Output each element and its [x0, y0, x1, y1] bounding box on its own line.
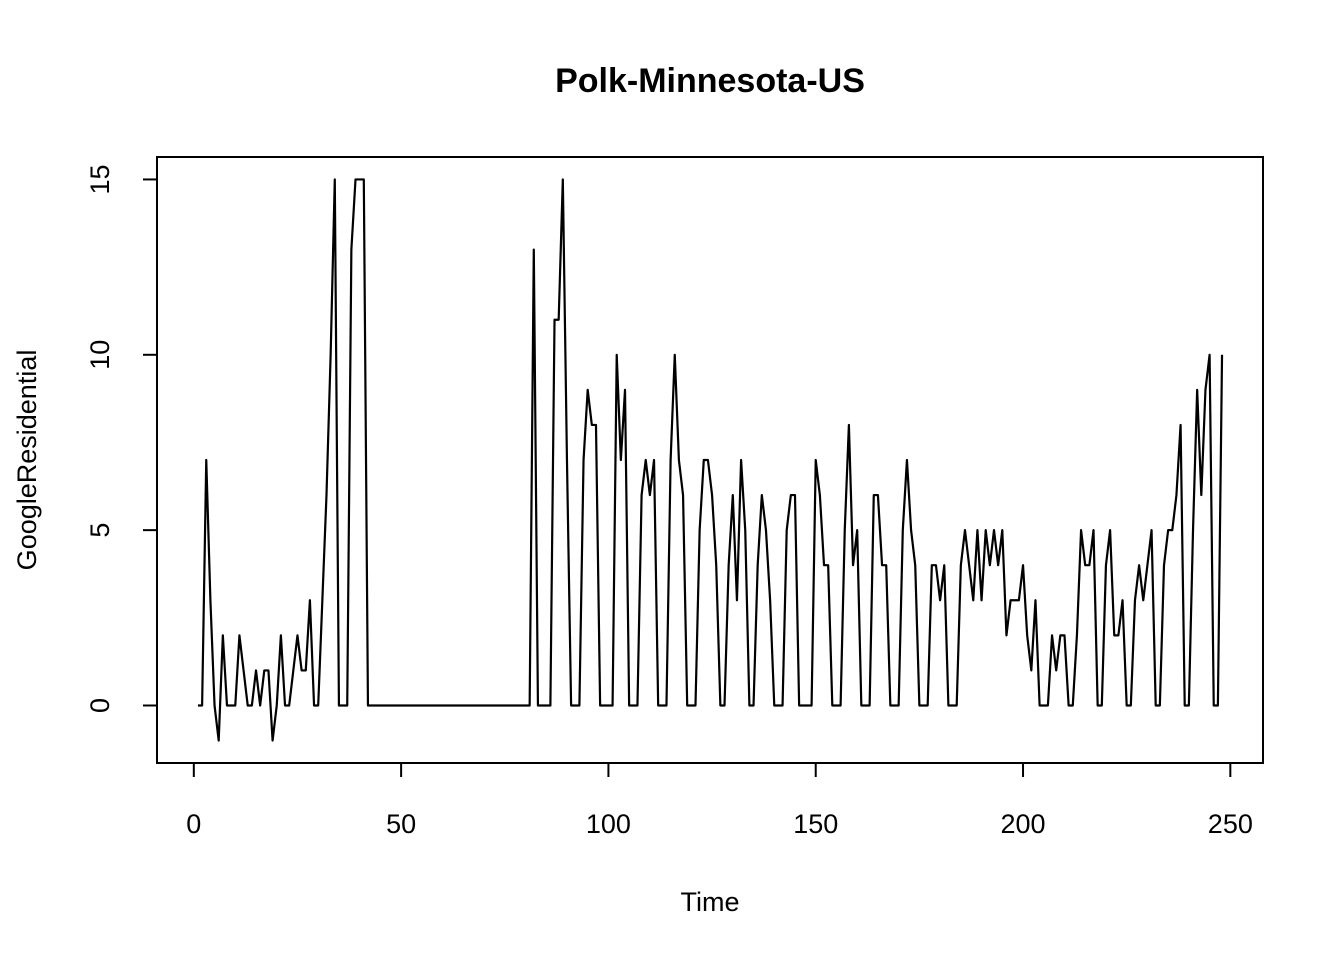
y-axis-label: GoogleResidential [12, 350, 42, 571]
y-tick-label: 15 [85, 164, 115, 194]
x-axis-label: Time [681, 887, 740, 917]
series-line [197, 178, 1224, 742]
x-tick-label: 0 [186, 809, 201, 839]
x-tick-label: 50 [386, 809, 416, 839]
chart-title: Polk-Minnesota-US [555, 62, 865, 100]
x-tick-label: 100 [586, 809, 631, 839]
x-tick-label: 150 [793, 809, 838, 839]
y-tick-label: 0 [85, 698, 115, 713]
x-tick-label: 250 [1208, 809, 1253, 839]
x-tick-label: 200 [1000, 809, 1045, 839]
y-tick-label: 10 [85, 340, 115, 370]
y-tick-label: 5 [85, 523, 115, 538]
